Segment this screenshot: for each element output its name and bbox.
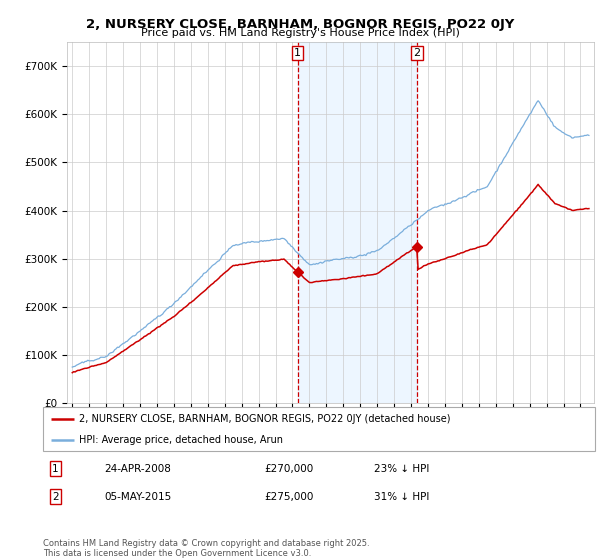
Text: 1: 1 (52, 464, 59, 474)
Text: Price paid vs. HM Land Registry's House Price Index (HPI): Price paid vs. HM Land Registry's House … (140, 28, 460, 38)
Text: HPI: Average price, detached house, Arun: HPI: Average price, detached house, Arun (79, 435, 283, 445)
Text: 05-MAY-2015: 05-MAY-2015 (104, 492, 171, 502)
Text: 2: 2 (52, 492, 59, 502)
Text: 2, NURSERY CLOSE, BARNHAM, BOGNOR REGIS, PO22 0JY: 2, NURSERY CLOSE, BARNHAM, BOGNOR REGIS,… (86, 18, 514, 31)
Text: 24-APR-2008: 24-APR-2008 (104, 464, 171, 474)
Bar (298, 42, 417, 403)
FancyBboxPatch shape (43, 407, 595, 451)
Text: Contains HM Land Registry data © Crown copyright and database right 2025.
This d: Contains HM Land Registry data © Crown c… (43, 539, 370, 558)
Text: 2, NURSERY CLOSE, BARNHAM, BOGNOR REGIS, PO22 0JY (detached house): 2, NURSERY CLOSE, BARNHAM, BOGNOR REGIS,… (79, 414, 451, 424)
Text: 2: 2 (413, 48, 421, 58)
Text: 23% ↓ HPI: 23% ↓ HPI (374, 464, 430, 474)
Text: £270,000: £270,000 (264, 464, 313, 474)
Text: 31% ↓ HPI: 31% ↓ HPI (374, 492, 430, 502)
Text: £275,000: £275,000 (264, 492, 313, 502)
Text: 1: 1 (294, 48, 301, 58)
